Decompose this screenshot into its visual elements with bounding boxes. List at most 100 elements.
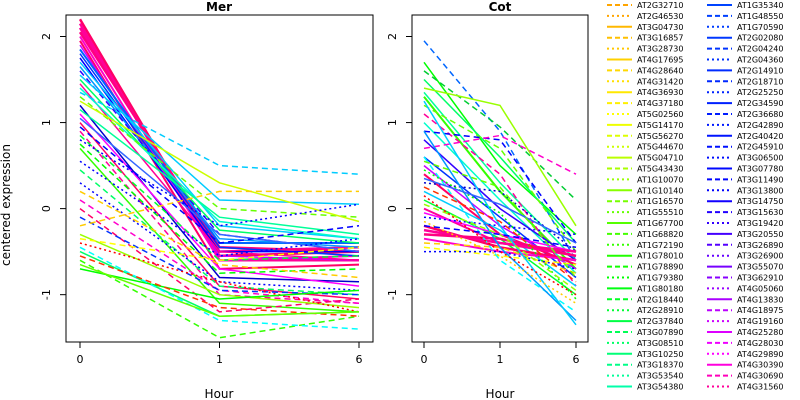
legend-label-0-33: AT3G18370 — [637, 361, 683, 370]
series-line-mer-44 — [79, 246, 360, 330]
series-layer-cot — [423, 40, 577, 326]
legend-label-0-26: AT1G80180 — [637, 284, 683, 293]
legend-label-1-2: AT1G70590 — [737, 23, 783, 32]
legend-label-0-23: AT1G78010 — [637, 252, 683, 261]
series-layer-mer — [78, 18, 360, 339]
series-line-mer-19 — [79, 100, 360, 223]
x-ticks-cot: 0 1 6 — [421, 342, 580, 366]
legend-label-1-18: AT3G14750 — [737, 197, 783, 206]
series-line-mer-21 — [79, 109, 360, 236]
legend-label-1-4: AT2G04240 — [737, 45, 783, 54]
series-line-cot-24 — [423, 233, 577, 258]
legend-label-1-3: AT2G02080 — [737, 34, 783, 43]
x-tick-label-cot-0: 0 — [421, 353, 428, 366]
legend-label-1-13: AT2G45910 — [737, 143, 783, 152]
legend-label-1-32: AT4G29890 — [737, 350, 783, 359]
series-line-mer-38 — [79, 190, 359, 227]
legend-label-1-27: AT4G13830 — [737, 295, 783, 304]
y-tick-label-cot-3: 2 — [386, 33, 399, 40]
legend-label-0-5: AT4G17695 — [637, 56, 683, 65]
series-line-cot-1 — [423, 61, 577, 235]
series-line-mer-16 — [79, 87, 360, 240]
series-line-mer-18 — [79, 96, 360, 218]
legend-label-0-1: AT2G46530 — [637, 12, 683, 21]
y-tick-label-mer-3: 2 — [40, 33, 53, 40]
series-line-cot-4 — [423, 87, 577, 227]
x-ticks-mer: 0 1 6 — [77, 342, 363, 366]
legend-label-0-32: AT3G10250 — [637, 350, 683, 359]
series-line-cot-10 — [423, 130, 577, 244]
series-line-mer-47 — [79, 237, 360, 262]
legend-label-1-34: AT4G30690 — [737, 372, 783, 381]
series-line-mer-30 — [79, 147, 360, 313]
x-tick-label-mer-0: 0 — [77, 353, 84, 366]
legend-label-1-12: AT2G40420 — [737, 132, 783, 141]
y-tick-label-mer-1: 0 — [40, 205, 53, 212]
x-tick-label-cot-2: 6 — [573, 353, 580, 366]
legend-label-0-6: AT4G28640 — [637, 66, 683, 75]
legend-label-0-11: AT5G14170 — [637, 121, 683, 130]
legend-label-1-16: AT3G11490 — [737, 175, 783, 184]
legend-label-0-8: AT4G36930 — [637, 88, 683, 97]
x-tick-label-mer-1: 1 — [216, 353, 223, 366]
x-axis-label-mer: Hour — [205, 387, 234, 400]
y-axis-label: centered expression — [0, 144, 13, 266]
legend-label-0-4: AT3G28730 — [637, 45, 683, 54]
legend-label-0-18: AT1G16570 — [637, 197, 683, 206]
legend-label-0-9: AT4G37180 — [637, 99, 683, 108]
series-line-cot-31 — [423, 100, 577, 326]
legend-label-1-17: AT3G13800 — [737, 186, 783, 195]
y-ticks-cot: -1 0 1 2 — [386, 33, 412, 300]
series-line-cot-26 — [423, 242, 577, 274]
y-tick-label-mer-2: 1 — [40, 119, 53, 126]
series-line-cot-5 — [423, 91, 577, 261]
legend-label-1-23: AT3G26900 — [737, 252, 783, 261]
legend-label-1-8: AT2G25250 — [737, 88, 783, 97]
series-line-cot-27 — [423, 246, 577, 266]
series-line-mer-42 — [79, 259, 360, 339]
series-line-cot-39 — [423, 160, 577, 278]
legend-label-1-6: AT2G14910 — [737, 66, 783, 75]
series-line-mer-33 — [79, 182, 360, 292]
legend-label-1-9: AT2G34590 — [737, 99, 783, 108]
series-line-mer-34 — [79, 190, 360, 279]
legend-label-0-19: AT1G55510 — [637, 208, 683, 217]
legend-label-1-30: AT4G25280 — [737, 328, 783, 337]
y-tick-label-cot-0: -1 — [386, 289, 399, 300]
legend-label-0-30: AT3G07890 — [637, 328, 683, 337]
legend-label-1-22: AT3G26890 — [737, 241, 783, 250]
series-line-cot-7 — [423, 104, 577, 253]
legend-label-1-25: AT3G62910 — [737, 274, 783, 283]
y-tick-label-mer-0: -1 — [40, 289, 53, 300]
series-line-mer-17 — [79, 91, 360, 175]
legend-label-0-28: AT2G28910 — [637, 306, 683, 315]
legend-label-0-7: AT4G31420 — [637, 77, 683, 86]
series-line-mer-27 — [79, 134, 360, 262]
panel-title-mer: Mer — [206, 0, 232, 14]
legend: AT2G32710 AT2G46530 AT3G04730 AT3G16857 AT3G… — [607, 1, 783, 392]
legend-label-0-27: AT2G18440 — [637, 295, 683, 304]
legend-label-0-12: AT5G56270 — [637, 132, 683, 141]
legend-label-1-21: AT3G20550 — [737, 230, 783, 239]
y-ticks-mer: -1 0 1 2 — [40, 33, 66, 300]
panel-title-cot: Cot — [489, 0, 512, 14]
series-line-cot-29 — [423, 156, 577, 313]
legend-label-0-35: AT3G54380 — [637, 383, 683, 392]
legend-label-0-24: AT1G78890 — [637, 263, 683, 272]
legend-label-1-14: AT3G06500 — [737, 154, 783, 163]
series-line-cot-3 — [423, 78, 577, 244]
series-line-mer-31 — [79, 160, 360, 257]
series-line-mer-35 — [79, 199, 360, 305]
legend-label-1-15: AT3G07780 — [737, 165, 783, 174]
legend-label-1-24: AT3G55070 — [737, 263, 783, 272]
series-line-cot-17 — [423, 190, 577, 287]
x-tick-label-mer-2: 6 — [356, 353, 363, 366]
series-line-cot-16 — [423, 182, 577, 253]
x-axis-label-cot: Hour — [486, 387, 515, 400]
series-line-mer-29 — [79, 143, 360, 274]
legend-label-0-14: AT5G04710 — [637, 154, 683, 163]
series-line-cot-37 — [423, 225, 577, 249]
legend-label-1-1: AT1G48550 — [737, 12, 783, 21]
series-line-cot-30 — [423, 130, 577, 322]
